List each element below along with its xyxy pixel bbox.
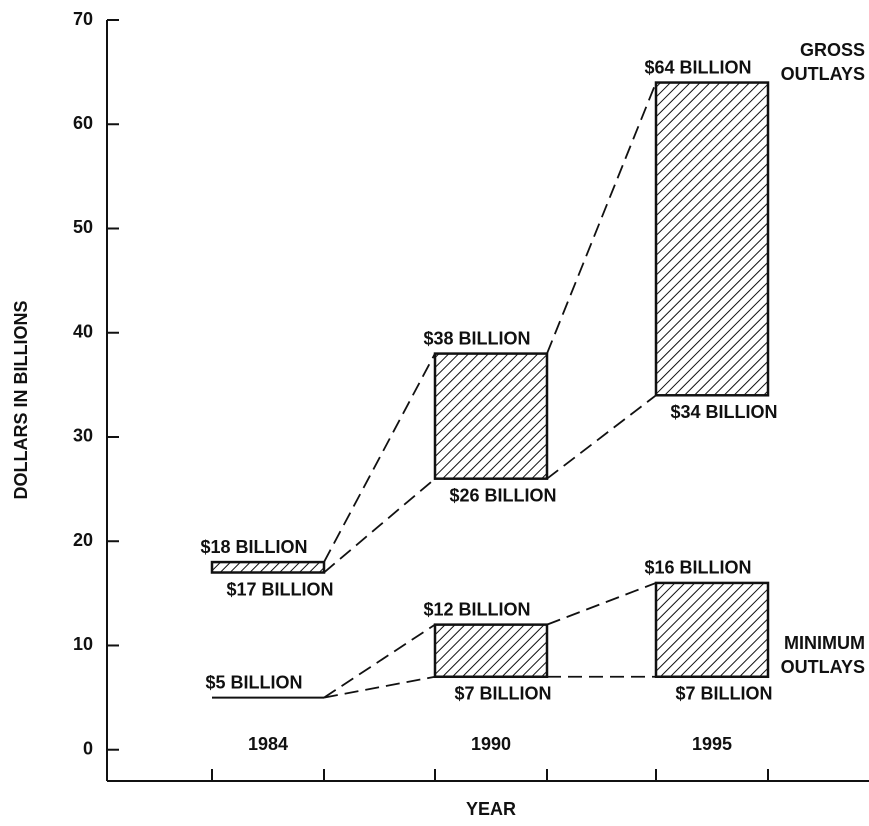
y-tick-label: 50 [73, 217, 93, 237]
value-label: $64 BILLION [644, 57, 751, 77]
connector [323, 675, 436, 699]
y-tick-label: 30 [73, 426, 93, 446]
x-tick-label: 1990 [471, 734, 511, 754]
range-bar [433, 352, 549, 480]
value-label: $18 BILLION [200, 537, 307, 557]
value-label: $16 BILLION [644, 558, 751, 578]
connector [323, 623, 436, 699]
connector [323, 353, 436, 563]
value-label: $7 BILLION [454, 684, 551, 704]
connector [546, 394, 657, 480]
value-label: $38 BILLION [423, 328, 530, 348]
x-tick-label: 1984 [248, 734, 288, 754]
value-label: $26 BILLION [449, 485, 556, 505]
value-label: $5 BILLION [205, 672, 302, 692]
range-bar [433, 623, 549, 679]
range-bar [654, 581, 770, 679]
legend-entry: MINIMUM OUTLAYS [780, 632, 865, 677]
legend-entry: GROSS OUTLAYS [780, 39, 865, 84]
value-label: $17 BILLION [226, 579, 333, 599]
y-tick-label: 0 [83, 738, 93, 758]
value-label: $34 BILLION [670, 402, 777, 422]
x-tick-label: 1995 [692, 734, 732, 754]
value-label: $12 BILLION [423, 599, 530, 619]
range-bar [210, 560, 326, 574]
y-tick-label: 70 [73, 9, 93, 29]
connector [546, 82, 657, 354]
y-axis-label: DOLLARS IN BILLIONS [11, 301, 31, 500]
y-tick-label: 20 [73, 530, 93, 550]
value-label: $7 BILLION [675, 684, 772, 704]
x-axis-label: YEAR [466, 799, 516, 819]
y-tick-label: 10 [73, 634, 93, 654]
y-tick-label: 60 [73, 113, 93, 133]
y-tick-label: 40 [73, 321, 93, 341]
connector [323, 477, 436, 574]
range-bar [654, 81, 770, 397]
connector [546, 582, 657, 626]
